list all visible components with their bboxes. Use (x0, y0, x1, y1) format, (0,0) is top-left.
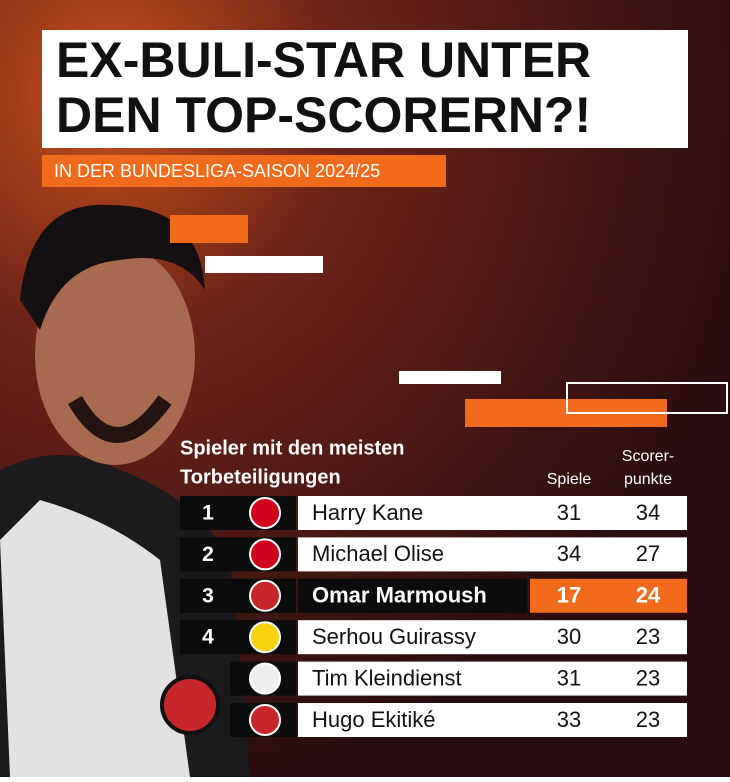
table-heading: Torbeteiligungen (180, 466, 341, 488)
player-photo (0, 204, 250, 777)
table-rows: 1 Harry Kane 31 34 2 Michael Olise 34 27 3 Omar M… (180, 496, 687, 737)
value-cell (530, 578, 687, 613)
club-logo (249, 662, 281, 695)
deco-frame (566, 382, 728, 414)
rank: 1 (202, 502, 214, 525)
name-cell (298, 578, 527, 613)
games: 31 (557, 500, 581, 525)
column-header: Scorer- (622, 448, 674, 465)
name-cell (298, 537, 687, 572)
points: 23 (636, 707, 660, 732)
table-heading: Spieler mit den meisten (180, 437, 405, 459)
name-cell (298, 496, 687, 530)
player-name: Serhou Guirassy (312, 624, 476, 649)
deco-bar (399, 371, 501, 384)
rank-cell (180, 620, 236, 655)
column-header: Spiele (547, 471, 592, 488)
rank-cell (180, 578, 236, 613)
points: 23 (636, 665, 660, 690)
points: 24 (636, 583, 661, 608)
points: 34 (636, 500, 660, 525)
club-logo (249, 621, 281, 654)
rank: 3 (202, 584, 214, 607)
subtitle: IN DER BUNDESLIGA-SAISON 2024/25 (54, 161, 380, 181)
column-header: punkte (624, 471, 672, 488)
deco-bar (205, 256, 323, 273)
title-line: EX-BULI-STAR UNTER (56, 32, 591, 88)
player-name: Michael Olise (312, 541, 444, 566)
rank-cell (180, 537, 236, 572)
games: 31 (557, 665, 581, 690)
rank: 4 (202, 626, 214, 649)
club-logo (249, 538, 281, 571)
rank-cell (180, 496, 236, 530)
player-name: Tim Kleindienst (312, 665, 462, 690)
club-logo (249, 579, 281, 612)
club-logo (249, 497, 281, 529)
subtitle-box (42, 155, 446, 187)
player-name: Harry Kane (312, 500, 423, 525)
games: 34 (557, 541, 581, 566)
name-cell (298, 661, 687, 696)
games: 30 (557, 624, 581, 649)
name-cell (298, 620, 687, 655)
rank: 2 (202, 543, 214, 566)
points: 23 (636, 624, 660, 649)
club-logo (249, 704, 281, 736)
games: 33 (557, 707, 581, 732)
points: 27 (636, 541, 660, 566)
player-name: Omar Marmoush (312, 583, 487, 608)
title-box (42, 30, 688, 148)
name-cell (298, 703, 687, 737)
games: 17 (557, 583, 581, 608)
player-name: Hugo Ekitiké (312, 707, 436, 732)
title-line: DEN TOP-SCORERN?! (56, 87, 591, 143)
deco-bar (170, 215, 248, 243)
